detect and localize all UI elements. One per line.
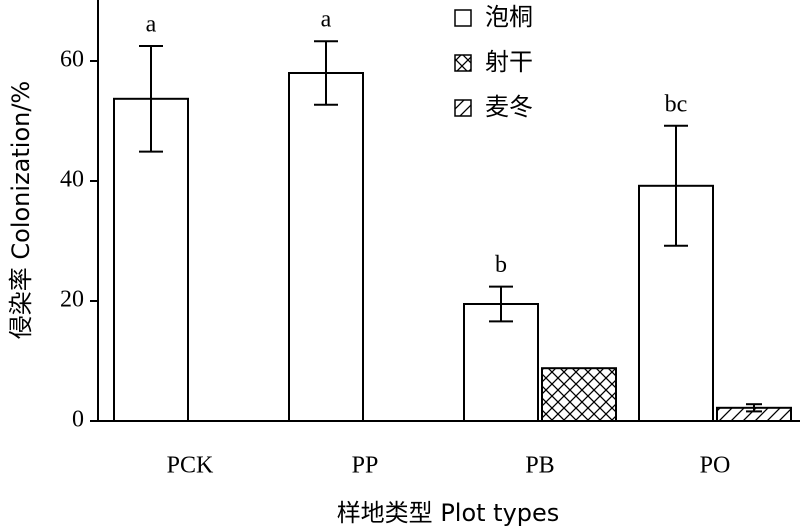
error-bar: [664, 124, 688, 247]
significance-letter: b: [495, 252, 507, 278]
legend-swatch: [454, 9, 472, 27]
x-axis-label: 样地类型 Plot types: [337, 499, 560, 527]
x-tick-label: PP: [352, 453, 379, 479]
bar: [288, 72, 364, 422]
y-tick-label: 20: [60, 287, 84, 313]
error-bar: [139, 45, 163, 153]
legend-swatch: [454, 54, 472, 72]
significance-letter: a: [146, 12, 157, 38]
legend-label: 射干: [485, 48, 533, 76]
significance-letter: a: [321, 7, 332, 33]
x-tick-label: PO: [700, 453, 731, 479]
legend-label: 麦冬: [485, 93, 533, 121]
y-tick-label: 60: [60, 47, 84, 73]
y-tick-label: 40: [60, 167, 84, 193]
error-bar: [746, 403, 762, 413]
legend-label: 泡桐: [485, 3, 533, 31]
significance-letter: bc: [665, 91, 688, 117]
error-bar: [314, 40, 338, 106]
y-tick-label: 0: [72, 407, 84, 433]
y-axis-label: 侵染率 Colonization/%: [7, 81, 35, 339]
error-bar: [489, 285, 513, 323]
legend-swatch: [454, 99, 472, 117]
bar: [541, 367, 617, 423]
x-tick-label: PB: [525, 453, 554, 479]
x-tick-label: PCK: [167, 453, 214, 479]
